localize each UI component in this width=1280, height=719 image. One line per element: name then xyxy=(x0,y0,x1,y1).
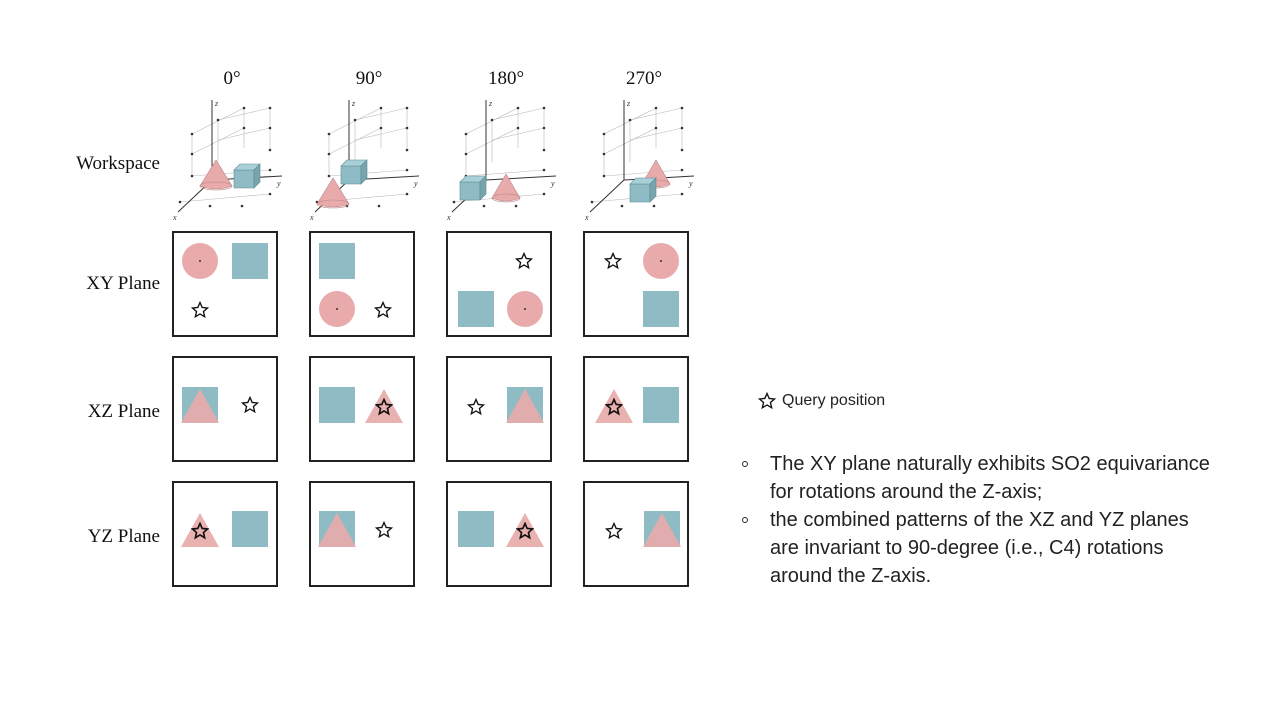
explanation-list: The XY plane naturally exhibits SO2 equi… xyxy=(740,450,1210,590)
axis-label-y: y xyxy=(550,179,555,188)
xz-plane-90 xyxy=(309,356,415,462)
axis-label-z: z xyxy=(351,99,356,108)
star-icon xyxy=(190,521,210,541)
yz-plane-180 xyxy=(446,481,552,587)
xz-plane-270 xyxy=(583,356,689,462)
axis-label-z: z xyxy=(626,99,631,108)
star-icon xyxy=(240,395,260,415)
star-icon xyxy=(190,300,210,320)
axis-label-y: y xyxy=(413,179,418,188)
workspace-view-90: z y x xyxy=(309,99,420,222)
xy-plane-90 xyxy=(309,231,415,337)
legend-label: Query position xyxy=(782,392,886,409)
star-icon xyxy=(758,392,776,410)
cone-footprint xyxy=(507,291,543,327)
xy-plane-180 xyxy=(446,231,552,337)
workspace-view-180: z y x xyxy=(446,99,557,222)
angle-label-180: 180° xyxy=(487,68,525,89)
xz-plane-0 xyxy=(172,356,278,462)
legend: Query position xyxy=(758,392,885,410)
axis-label-y: y xyxy=(276,179,281,188)
cube-projection xyxy=(232,511,268,547)
yz-plane-270 xyxy=(583,481,689,587)
yz-plane-0 xyxy=(172,481,278,587)
workspace-view-0: z y x xyxy=(172,99,283,222)
cube-projection xyxy=(319,387,355,423)
star-icon xyxy=(603,251,623,271)
star-icon xyxy=(374,397,394,417)
yz-plane-90 xyxy=(309,481,415,587)
row-label-xy-plane: XY Plane xyxy=(86,273,160,294)
angle-label-90: 90° xyxy=(355,68,383,89)
workspace-view-270: z y x xyxy=(584,99,695,222)
row-label-workspace: Workspace xyxy=(76,153,160,174)
axis-label-z: z xyxy=(488,99,493,108)
angle-label-270: 270° xyxy=(625,68,663,89)
axis-label-x: x xyxy=(309,213,314,222)
xz-plane-180 xyxy=(446,356,552,462)
cube-projection xyxy=(458,511,494,547)
cube-footprint xyxy=(643,291,679,327)
star-icon xyxy=(466,397,486,417)
cube-footprint xyxy=(319,243,355,279)
star-icon xyxy=(514,251,534,271)
cube-footprint xyxy=(232,243,268,279)
row-label-yz-plane: YZ Plane xyxy=(87,526,160,547)
cube-projection xyxy=(643,387,679,423)
xy-plane-270 xyxy=(583,231,689,337)
star-icon xyxy=(373,300,393,320)
explanation-item-xy: The XY plane naturally exhibits SO2 equi… xyxy=(740,450,1210,506)
explanation-item-xz-yz: the combined patterns of the XZ and YZ p… xyxy=(740,506,1210,590)
axis-label-x: x xyxy=(172,213,177,222)
cone-footprint xyxy=(643,243,679,279)
cone-footprint xyxy=(182,243,218,279)
star-icon xyxy=(604,397,624,417)
cone-footprint xyxy=(319,291,355,327)
axis-label-x: x xyxy=(584,213,589,222)
star-icon xyxy=(604,521,624,541)
angle-label-0: 0° xyxy=(223,68,241,89)
axis-label-z: z xyxy=(214,99,219,108)
star-icon xyxy=(515,521,535,541)
xy-plane-0 xyxy=(172,231,278,337)
star-icon xyxy=(374,520,394,540)
axis-label-x: x xyxy=(446,213,451,222)
axis-label-y: y xyxy=(688,179,693,188)
cube-footprint xyxy=(458,291,494,327)
row-label-xz-plane: XZ Plane xyxy=(87,401,160,422)
